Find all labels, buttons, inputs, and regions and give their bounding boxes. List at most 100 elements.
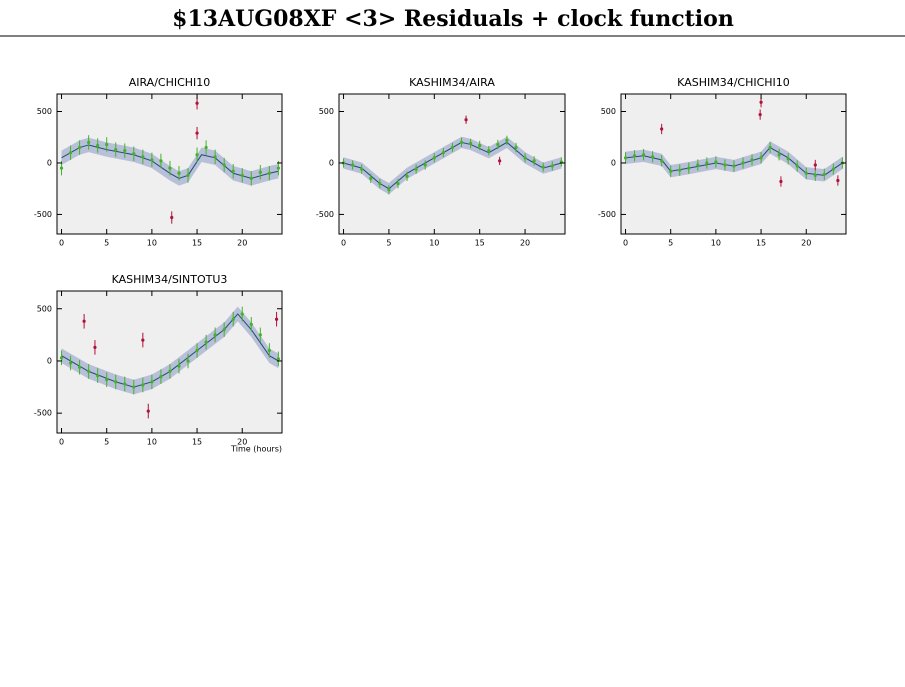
data-point	[804, 171, 808, 175]
data-point	[195, 348, 199, 353]
data-point	[723, 163, 727, 167]
plot-frame	[338, 93, 566, 235]
data-point	[464, 118, 468, 122]
plot-content	[59, 97, 280, 224]
data-point	[132, 152, 136, 156]
data-point	[660, 159, 664, 163]
data-point	[132, 385, 136, 389]
panel: KASHIM34/CHICHI10 0 5 10 15 20 -500 0 500	[598, 76, 847, 248]
data-point	[204, 145, 208, 150]
data-point	[505, 138, 509, 142]
panel: AIRA/CHICHI10 0 5 10 15 20 -500 0 500	[34, 76, 283, 248]
data-point	[240, 312, 244, 316]
data-point	[276, 166, 280, 170]
x-tick-label: 0	[623, 239, 628, 248]
data-point	[159, 159, 163, 163]
x-tick-label: 20	[237, 239, 247, 248]
data-point	[732, 164, 736, 168]
data-point	[105, 378, 109, 382]
data-point	[204, 340, 208, 344]
data-point	[813, 163, 817, 167]
data-point	[450, 145, 455, 150]
data-point	[641, 153, 646, 157]
data-point	[195, 101, 199, 105]
data-point	[414, 167, 418, 171]
data-point	[159, 375, 163, 379]
y-tick-label: -500	[598, 210, 616, 219]
data-point	[222, 163, 226, 167]
y-tick-label: 500	[37, 107, 52, 116]
data-point	[267, 171, 271, 175]
data-point	[249, 322, 253, 327]
y-tick-label: 500	[37, 304, 52, 313]
data-point	[105, 142, 109, 147]
x-tick-label: 5	[386, 239, 391, 248]
data-point	[469, 141, 473, 146]
data-point	[786, 157, 790, 161]
data-point	[186, 173, 190, 177]
data-point	[498, 159, 502, 163]
data-point	[59, 166, 64, 170]
data-point	[274, 317, 279, 321]
x-tick-label: 10	[711, 239, 721, 248]
data-point	[240, 173, 244, 177]
data-point	[77, 365, 82, 369]
data-point	[678, 168, 682, 172]
x-tick-label: 5	[104, 438, 109, 447]
data-point	[669, 169, 673, 173]
plot-content	[59, 306, 280, 419]
x-tick-label: 20	[801, 239, 811, 248]
data-point	[514, 145, 518, 150]
data-point	[96, 143, 100, 148]
y-tick-label: -500	[34, 210, 52, 219]
data-point	[405, 174, 409, 178]
panel: KASHIM34/AIRA 0 5 10 15 20 -500 0 500	[316, 76, 566, 248]
data-point	[632, 154, 637, 158]
plot-frame	[56, 93, 283, 235]
data-point	[660, 127, 664, 131]
data-point	[550, 164, 554, 168]
x-tick-label: 15	[475, 239, 485, 248]
data-point	[387, 188, 391, 192]
data-point	[487, 149, 491, 153]
data-point	[714, 160, 718, 164]
data-point	[369, 176, 373, 181]
x-tick-label: 15	[756, 239, 766, 248]
data-point	[741, 161, 745, 165]
x-tick-label: 20	[237, 438, 247, 447]
data-point	[168, 369, 172, 373]
data-point	[541, 165, 545, 169]
x-tick-label: 5	[104, 239, 109, 248]
data-point	[114, 147, 118, 152]
panel: KASHIM34/SINTOTU3 0 5 10 15 20 -500 0 500 Time (h…	[34, 273, 283, 454]
panel-title: KASHIM34/AIRA	[409, 76, 495, 89]
data-point	[759, 100, 763, 104]
data-point	[150, 380, 154, 384]
data-point	[750, 158, 754, 162]
data-point	[432, 156, 436, 160]
data-point	[82, 319, 86, 323]
data-point	[687, 166, 691, 170]
plot-content	[341, 115, 563, 195]
plot-frame	[620, 93, 847, 235]
data-point	[231, 317, 235, 321]
data-point	[276, 357, 280, 361]
data-point	[696, 163, 700, 167]
data-point	[777, 153, 781, 157]
data-point	[93, 345, 97, 349]
data-point	[87, 369, 91, 373]
data-point	[249, 176, 253, 181]
x-axis-label: Time (hours)	[230, 445, 282, 454]
data-point	[68, 361, 73, 365]
clock-function	[61, 313, 279, 388]
data-point	[758, 112, 762, 117]
y-tick-label: 0	[47, 356, 52, 365]
data-point	[378, 181, 382, 186]
data-point	[168, 166, 172, 170]
data-point	[532, 159, 536, 163]
x-tick-label: 10	[147, 438, 157, 447]
data-point	[360, 167, 364, 171]
data-point	[114, 380, 118, 384]
data-point	[396, 181, 400, 186]
